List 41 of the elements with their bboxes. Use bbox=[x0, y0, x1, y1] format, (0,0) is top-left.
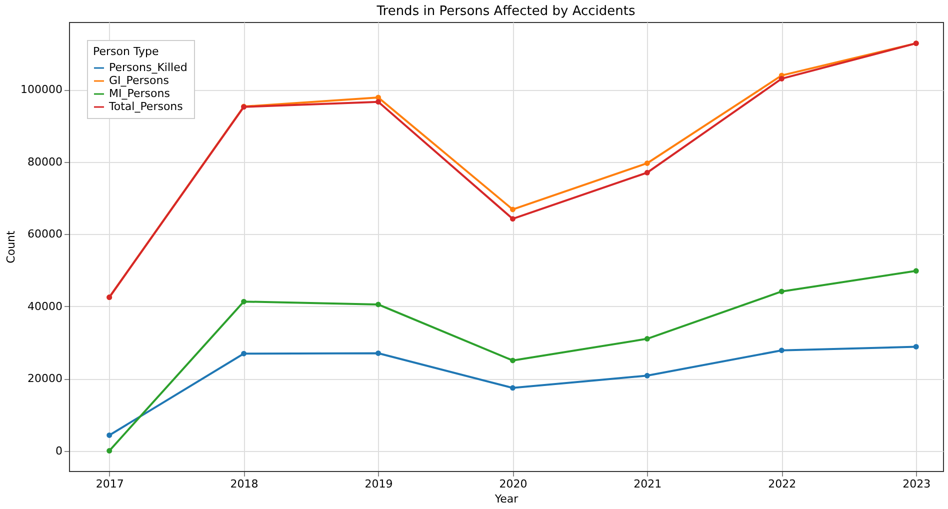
point bbox=[644, 336, 650, 342]
legend-label: Persons_Killed bbox=[109, 61, 188, 74]
x-axis-title: Year bbox=[494, 492, 519, 506]
point bbox=[510, 385, 516, 391]
point bbox=[376, 350, 381, 356]
point bbox=[510, 358, 516, 364]
legend-label: GI_Persons bbox=[109, 74, 170, 87]
x-tick-label: 2020 bbox=[499, 478, 528, 490]
y-tick-label: 80000 bbox=[28, 155, 62, 168]
x-tick-label: 2022 bbox=[768, 478, 796, 490]
x-tick-label: 2023 bbox=[902, 478, 931, 490]
legend-label: Total_Persons bbox=[108, 100, 184, 113]
x-tick-label: 2019 bbox=[364, 478, 393, 490]
point bbox=[778, 288, 784, 294]
legend-title: Person Type bbox=[93, 45, 159, 58]
x-tick-label: 2017 bbox=[96, 478, 124, 490]
x-tick-label: 2021 bbox=[634, 478, 662, 490]
point bbox=[913, 344, 919, 350]
y-tick-label: 60000 bbox=[28, 228, 62, 241]
point bbox=[644, 160, 650, 166]
point bbox=[376, 302, 381, 308]
y-tick-label: 20000 bbox=[28, 372, 62, 386]
point bbox=[241, 298, 247, 304]
point bbox=[913, 268, 919, 274]
legend-label: MI_Persons bbox=[109, 87, 170, 100]
y-axis-title: Count bbox=[4, 230, 18, 264]
point bbox=[241, 350, 247, 356]
y-tick-label: 100000 bbox=[20, 83, 62, 96]
chart-title: Trends in Persons Affected by Accidents bbox=[376, 4, 636, 19]
point bbox=[778, 348, 784, 354]
x-tick-label: 2018 bbox=[230, 478, 258, 490]
point bbox=[376, 99, 381, 105]
point bbox=[106, 432, 112, 438]
point bbox=[778, 76, 784, 82]
y-tick-label: 0 bbox=[56, 444, 62, 458]
point bbox=[644, 372, 650, 378]
point bbox=[644, 170, 650, 176]
y-tick-label: 40000 bbox=[28, 300, 62, 313]
point bbox=[106, 448, 112, 454]
point bbox=[510, 206, 516, 212]
point bbox=[510, 216, 516, 222]
